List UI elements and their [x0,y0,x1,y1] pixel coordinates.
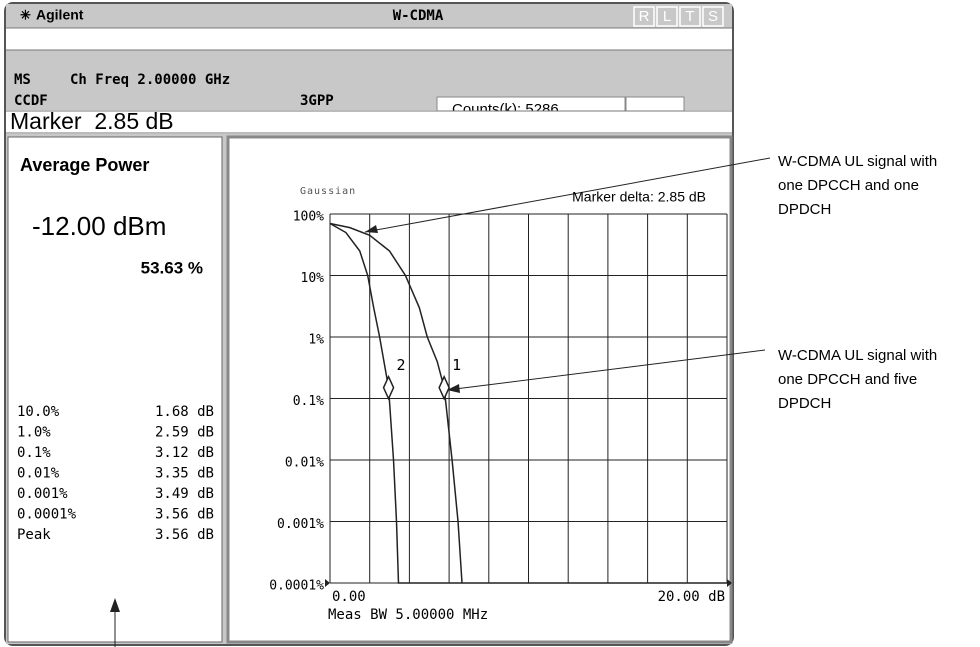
stat-value: 2.59 dB [155,425,214,441]
callout-line [364,157,771,233]
indicator: S [708,8,718,25]
brand-icon: ✳ [20,7,31,22]
stat-value: 3.56 dB [155,527,214,543]
indicator: R [639,8,650,25]
chart-label: Gaussian [300,186,356,197]
stat-value: 3.49 dB [155,486,214,502]
marker-label: 1 [452,356,461,374]
stat-label: 0.001% [17,486,68,502]
indicator-box [679,6,701,27]
marker-bar [6,111,732,133]
callout: W-CDMA UL signal with one DPCCH and one DP… [778,153,937,218]
stat-label: 0.1% [17,445,51,461]
mode: W-CDMA [393,8,444,24]
stat-value: 1.68 dB [155,404,214,420]
indicator-box [702,6,724,27]
y-tick-label: 0.1% [293,394,324,409]
info-text: 3GPP [300,93,334,109]
y-tick-label: 10% [301,271,325,286]
y-tick-label: 0.01% [285,456,324,471]
info-text: Ch Freq 2.00000 GHz [70,72,230,88]
info-text: MS [14,72,31,88]
indicator-box [633,6,655,27]
title-bar [6,4,732,28]
info-text: CCDF [14,93,48,109]
x-tick-label: 20.00 dB [658,589,725,605]
marker [438,374,450,401]
axis-arrow [325,579,330,587]
stat-value: 3.56 dB [155,507,214,523]
marker-label: 2 [397,356,406,374]
axis-arrow [727,579,732,587]
marker-readout: Marker 2.85 dB [10,108,174,134]
avg-power: -12.00 dBm [32,211,166,241]
stat-value: 3.12 dB [155,445,214,461]
curve [329,222,727,584]
stat-value: 3.35 dB [155,466,214,482]
callout-line [446,349,766,391]
indicator-box [656,6,678,27]
stat-label: 1.0% [17,425,51,441]
y-tick-label: 1% [308,333,324,348]
stat-label: Peak [17,527,51,543]
indicator: T [685,8,694,25]
annotation: Marker delta: 2.85 dB [572,189,706,205]
indicator: L [663,8,671,25]
stat-label: 0.01% [17,466,60,482]
curve [329,222,463,584]
brand: Agilent [36,7,84,23]
arrowhead [365,225,378,233]
panel-title: Average Power [20,155,149,175]
stat-label: 0.0001% [17,507,77,523]
y-tick-label: 0.0001% [269,579,324,594]
avg-percent: 53.63 % [141,258,203,277]
arrowhead [110,598,120,612]
y-tick-label: 0.001% [277,517,324,532]
results-panel [7,136,223,643]
arrowhead [447,384,460,393]
y-tick-label: 100% [293,210,324,225]
x-tick-label: 0.00 [332,589,366,605]
stat-label: 10.0% [17,404,60,420]
marker [382,374,395,401]
callout: W-CDMA UL signal with one DPCCH and five D… [778,347,937,412]
x-axis-label: Meas BW 5.00000 MHz [328,607,488,623]
